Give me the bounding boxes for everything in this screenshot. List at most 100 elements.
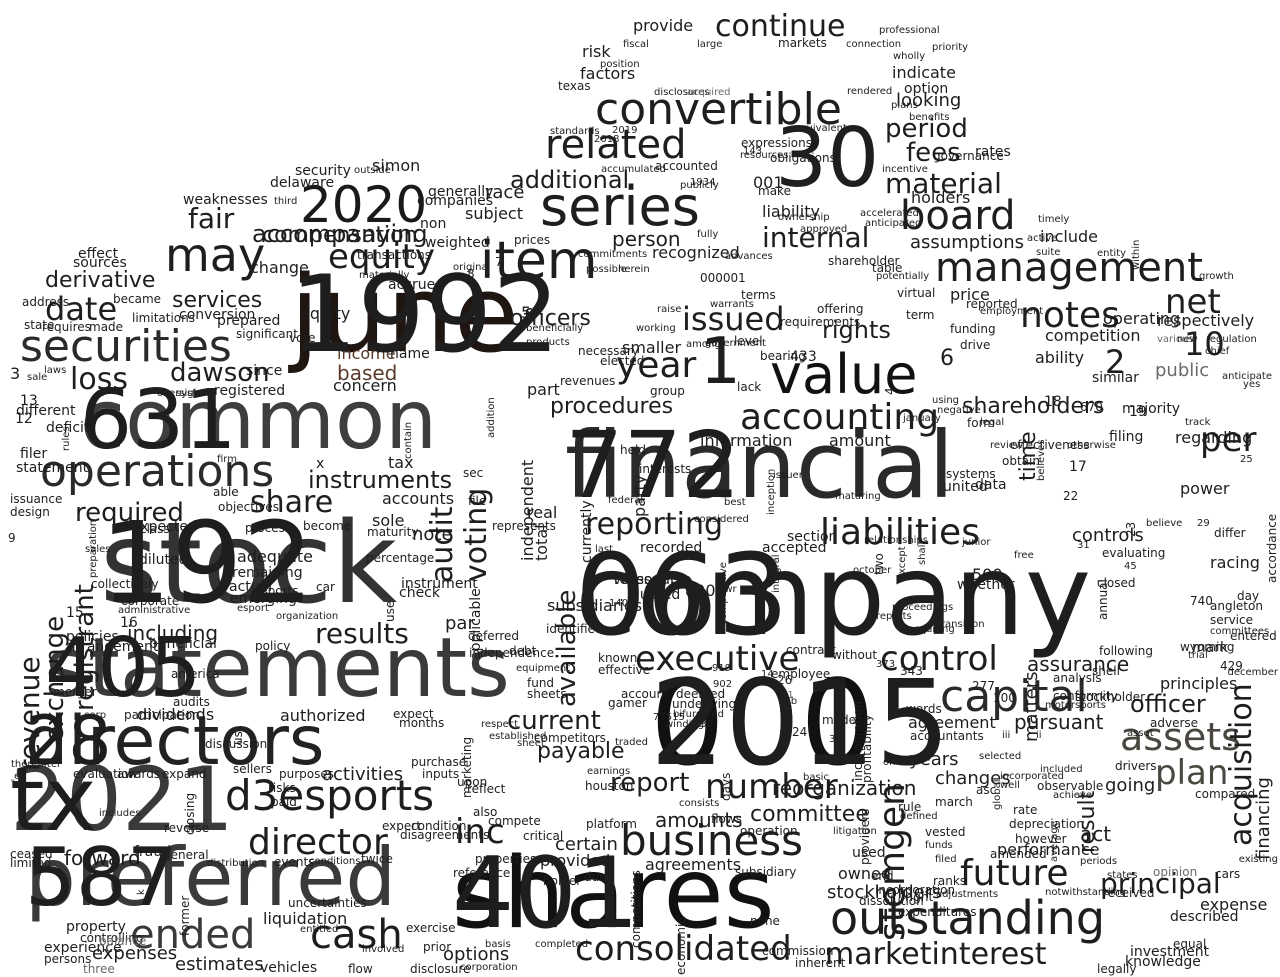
word-plan: plan <box>1155 753 1229 793</box>
word-following: following <box>1099 644 1153 658</box>
word-vested: vested <box>925 825 966 839</box>
word-agreements: agreements <box>645 855 742 874</box>
word-433: 433 <box>790 349 817 365</box>
word-achieve: achieve <box>1053 790 1092 801</box>
word-policies: policies <box>66 629 119 645</box>
word-march: march <box>935 795 973 809</box>
word-ability: ability <box>1035 348 1085 367</box>
word-3: 3 <box>10 364 21 383</box>
word-expense: expense <box>1200 895 1268 914</box>
word-going: going <box>1105 775 1156 796</box>
word-12b: 12b <box>778 696 798 707</box>
word-controls: controls <box>1072 525 1144 546</box>
word-rule: rule <box>898 800 922 814</box>
word-expert: expert <box>382 819 421 833</box>
word-current: current <box>507 706 601 736</box>
word-required: required <box>75 498 184 528</box>
word-approved: approved <box>800 224 848 235</box>
word-change: change <box>250 258 309 277</box>
word-liquidation: liquidation <box>263 909 348 928</box>
word-77515: 77515 <box>653 712 685 723</box>
word-years: years <box>909 749 959 770</box>
word-laws: laws <box>44 365 67 376</box>
word-basic: basic <box>803 772 829 783</box>
word-established: established <box>489 731 547 742</box>
word-shell: shell <box>1092 664 1120 678</box>
word-reporting: reporting <box>585 507 724 542</box>
word-involved: involved <box>362 944 405 955</box>
word-herein: herein <box>618 264 650 275</box>
word-compared: compared <box>1195 787 1256 801</box>
word-amended: amended <box>990 847 1047 861</box>
word-cash: cash <box>310 912 403 958</box>
word-requires: requires <box>42 320 91 334</box>
word-active: active <box>1027 233 1058 244</box>
word-subsidiary: subsidiary <box>735 865 797 879</box>
word-end: end <box>871 869 894 883</box>
word-consolidated: consolidated <box>575 929 792 969</box>
word-maturing: maturing <box>835 491 881 502</box>
word-e: e <box>14 771 21 782</box>
word-closing: closing <box>183 792 197 835</box>
word-dissolution: dissolution <box>859 894 924 908</box>
word-1934: 1934 <box>690 177 716 188</box>
word-corporate: corporate <box>121 594 180 608</box>
word-convertible: convertible <box>595 84 842 135</box>
word-631: 631 <box>80 373 237 468</box>
word-state: state <box>24 318 55 332</box>
word-2: 2 <box>1105 343 1126 381</box>
word-acquiring: acquiring <box>908 624 955 635</box>
word-notwithstanding: notwithstanding <box>1045 887 1127 898</box>
word-29: 29 <box>1197 518 1210 529</box>
word-quoted: quoted <box>631 587 681 603</box>
word-race: race <box>485 182 525 203</box>
word-inputs: inputs <box>422 767 460 781</box>
word-373: 373 <box>876 659 896 670</box>
word-file: file <box>468 494 487 508</box>
word-rights: rights <box>822 316 891 344</box>
word-united: united <box>943 479 988 495</box>
word-income: income <box>337 344 396 363</box>
word-opinion: opinion <box>1153 865 1198 879</box>
word-prepared: prepared <box>217 313 281 329</box>
word-december: december <box>1227 667 1278 678</box>
word-smaller: smaller <box>622 338 682 357</box>
word-best: best <box>724 497 746 508</box>
word-par: par <box>445 613 475 634</box>
word-audit: audit <box>425 506 460 583</box>
word-companies: companies <box>417 193 494 209</box>
word-make: make <box>758 184 791 198</box>
word-includes: includes <box>99 808 141 819</box>
word-officers: officers <box>510 306 591 331</box>
word-new: new <box>1177 334 1198 345</box>
word-account: account <box>621 687 669 701</box>
word-management: management <box>935 245 1203 291</box>
word-limited: limited <box>10 856 52 870</box>
word-government: government <box>705 338 766 349</box>
word-reference: reference <box>453 866 511 880</box>
word-looking: looking <box>896 90 962 111</box>
word-stockholder: stockholder <box>1075 690 1146 704</box>
word-however: however <box>1015 832 1067 846</box>
word-inc: inc <box>455 812 505 852</box>
word-500: 500 <box>972 565 1003 584</box>
word-also: also <box>473 805 498 819</box>
word-transactions: transactions <box>357 248 432 262</box>
word-accompanying: accompanying <box>252 220 428 248</box>
word-funds: funds <box>925 840 953 851</box>
word-2021: 2021 <box>10 748 234 851</box>
word-disclosures: disclosures <box>654 87 710 98</box>
word-effective: effective <box>598 663 651 677</box>
word-343: 343 <box>900 664 923 678</box>
word-expand: expand <box>162 767 207 781</box>
word-respect: respect <box>481 719 519 730</box>
word-22: 22 <box>1063 489 1079 503</box>
word-balance: balance <box>99 934 147 948</box>
word-accounting: accounting <box>740 397 940 438</box>
word-value: value <box>770 343 918 406</box>
word-gamer: gamer <box>608 696 647 710</box>
word-junior: junior <box>962 537 991 548</box>
word-revenues: revenues <box>560 374 616 388</box>
word-18: 18 <box>1044 394 1062 410</box>
